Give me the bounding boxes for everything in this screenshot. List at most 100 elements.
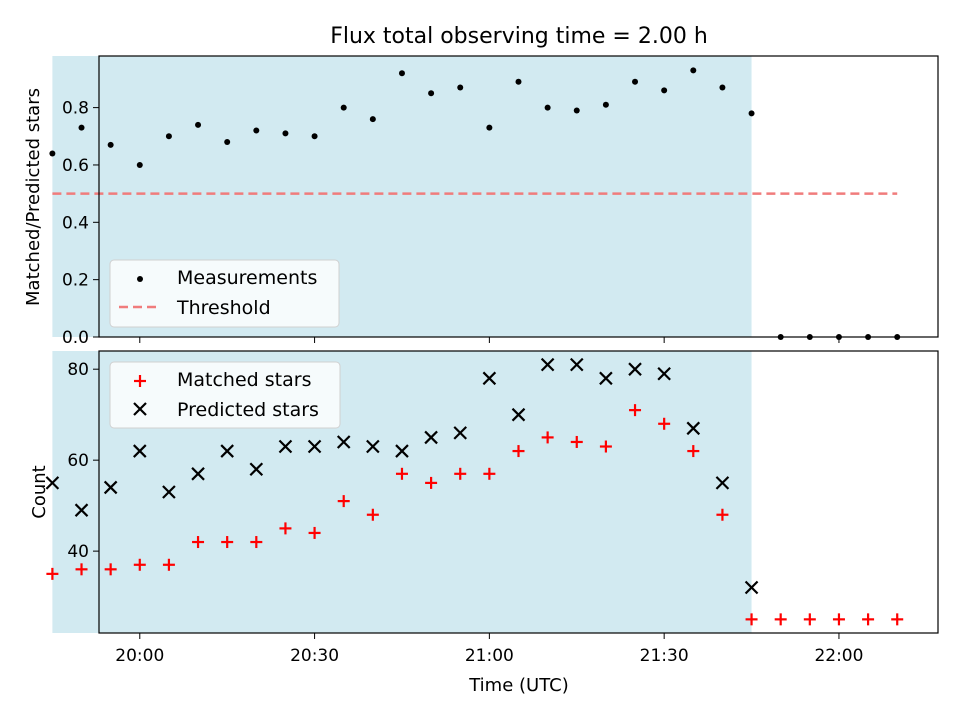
bottom-y-tick-label: 80: [67, 360, 89, 380]
predicted-star-point: [74, 503, 89, 517]
measurement-point: [107, 141, 114, 148]
predicted-marker-b: [220, 444, 234, 458]
bottom-legend-box: [109, 361, 341, 429]
top-x-ticks: [139, 337, 840, 343]
predicted-marker-b: [103, 480, 118, 495]
matched-star-point: [425, 476, 438, 489]
x-tick-label: 21:00: [465, 646, 514, 666]
matched-star-point: [308, 526, 321, 539]
matched-star-point: [891, 613, 904, 626]
predicted-marker-b: [133, 444, 147, 458]
chart-title: Flux total observing time = 2.00 h: [330, 24, 708, 49]
predicted-star-point: [511, 407, 526, 422]
top-y-axis: 0.0 0.2 0.4 0.6 0.8: [62, 99, 99, 348]
measurement-point: [661, 87, 668, 94]
x-tick-label: 22:00: [814, 646, 863, 666]
predicted-marker-b: [249, 462, 264, 477]
predicted-star-point: [220, 444, 234, 458]
matched-star-point: [192, 536, 205, 549]
predicted-marker-b: [569, 357, 584, 372]
x-axis-label: Time (UTC): [468, 675, 569, 696]
matched-star-point: [46, 567, 59, 580]
x-tick-label: 21:30: [640, 646, 689, 666]
matched-star-point: [395, 467, 408, 480]
predicted-star-point: [569, 357, 584, 372]
top-y-tick-label: 0.8: [62, 99, 89, 119]
measurement-point: [457, 84, 464, 91]
matched-star-point: [745, 613, 758, 626]
legend-measurements-marker: [137, 276, 143, 282]
measurement-point: [690, 67, 697, 74]
measurement-series: [49, 67, 901, 340]
bottom-x-axis: 20:00 20:30 21:00 21:30 22:00: [115, 633, 863, 666]
top-y-tick-label: 0.2: [62, 271, 89, 291]
top-y-axis-label: Matched/Predicted stars: [23, 88, 44, 306]
predicted-marker-b: [395, 444, 409, 458]
measurement-point: [428, 90, 435, 97]
predicted-star-point: [278, 439, 293, 454]
matched-star-point: [570, 435, 583, 448]
legend-predicted-marker: [133, 402, 147, 416]
matched-star-point: [716, 508, 729, 521]
predicted-stars-series: [45, 357, 759, 595]
matched-star-point: [366, 508, 379, 521]
measurement-point: [49, 150, 56, 157]
predicted-star-point: [744, 580, 759, 595]
predicted-star-point: [482, 371, 497, 386]
top-panel-frame: [98, 55, 939, 338]
top-y-tick-label: 0.4: [62, 213, 89, 233]
bottom-y-tick-label: 40: [67, 542, 89, 562]
matched-star-point: [832, 613, 845, 626]
predicted-star-point: [628, 362, 642, 376]
matched-star-point: [658, 417, 671, 430]
measurement-point: [78, 124, 85, 131]
bottom-y-axis: 40 60 80: [67, 360, 99, 562]
predicted-marker-b: [482, 371, 497, 386]
legend-matched-marker: [134, 375, 146, 387]
matched-star-point: [279, 522, 292, 535]
predicted-star-point: [162, 485, 176, 499]
top-y-tick-label: 0.6: [62, 156, 89, 176]
measurement-point: [311, 133, 318, 140]
predicted-marker-b: [278, 439, 293, 454]
predicted-star-point: [366, 439, 380, 454]
top-y-tick-label: 0.0: [62, 328, 89, 348]
matched-star-point: [599, 440, 612, 453]
measurement-point: [719, 84, 726, 91]
measurement-point: [369, 116, 376, 123]
measurement-point: [632, 78, 639, 85]
legend-matched-label: Matched stars: [177, 369, 311, 391]
predicted-marker-b: [511, 407, 526, 422]
measurement-point: [136, 161, 143, 168]
measurement-point: [486, 124, 493, 131]
predicted-marker-b: [628, 362, 642, 376]
measurement-point: [602, 101, 609, 108]
matched-star-point: [803, 613, 816, 626]
predicted-marker-b: [715, 476, 730, 490]
top-legend: Measurements Threshold: [109, 259, 340, 328]
matched-star-point: [250, 536, 263, 549]
matched-star-point: [221, 536, 234, 549]
bottom-panel-frame: [98, 350, 939, 634]
predicted-star-point: [307, 439, 322, 454]
predicted-marker-b: [424, 430, 438, 445]
predicted-marker-b: [191, 467, 205, 481]
predicted-star-point: [540, 357, 555, 372]
predicted-star-point: [715, 476, 730, 490]
predicted-marker-b: [453, 426, 468, 440]
predicted-marker-b: [307, 439, 322, 454]
matched-star-point: [541, 431, 554, 444]
predicted-star-point: [424, 430, 438, 445]
matched-star-point: [104, 563, 117, 576]
measurement-point: [253, 127, 260, 134]
measurement-point: [195, 121, 202, 128]
top-panel: 0.00.20.40.60.8 Matched/Predicted stars …: [23, 55, 939, 348]
predicted-marker-b: [599, 371, 613, 386]
top-legend-box: [109, 259, 340, 328]
measurement-point: [748, 110, 755, 117]
matched-star-point: [337, 495, 350, 508]
bottom-legend: Matched stars Predicted stars: [109, 361, 341, 429]
matched-star-point: [774, 613, 787, 626]
matched-star-point: [629, 404, 642, 417]
predicted-star-point: [45, 476, 60, 490]
